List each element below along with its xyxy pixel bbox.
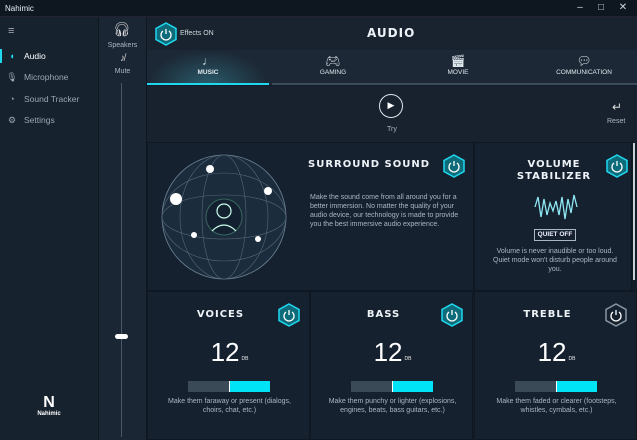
eq-slider-fill (556, 381, 597, 392)
active-tab-indicator (147, 83, 269, 85)
reset-icon[interactable]: ↵ (612, 100, 623, 114)
nahimic-logo: N Nahimic (37, 394, 61, 418)
volume-column: 🎧︎ Speakers ♪̸ Mute (98, 17, 147, 440)
eq-panel-2: TREBLE 12 DB Make them faded or clearer … (474, 291, 637, 440)
sidebar-item-sound-tracker[interactable]: ◔ Sound Tracker (0, 89, 98, 109)
eq-slider-fill (392, 381, 433, 392)
device-label: Speakers (107, 42, 138, 49)
try-label: Try (387, 126, 397, 133)
eq-description: Make them faraway or present (dialogs, c… (168, 398, 291, 414)
mute-label: Mute (114, 68, 131, 75)
gear-icon: ⚙ (7, 115, 17, 125)
tab-bar: ♩ MUSIC 🎮︎ GAMING 🎬︎ MOVIE 💬︎ COMMUNICATION (147, 50, 637, 85)
sidebar-item-settings[interactable]: ⚙ Settings (0, 110, 98, 130)
window-title: Nahimic (5, 4, 34, 13)
stabilizer-description: Volume is never inaudible or too loud. Q… (493, 248, 617, 273)
speaker-icon: ◖ (9, 51, 15, 61)
microphone-icon: 🎙︎ (6, 72, 18, 82)
eq-value-row: 12 DB (311, 336, 474, 366)
tab-gaming[interactable]: 🎮︎ GAMING (272, 50, 394, 85)
hamburger-menu-icon[interactable]: ≡ (8, 25, 15, 37)
radar-icon: ◔ (9, 94, 15, 104)
effects-power-icon[interactable] (155, 22, 177, 46)
eq-title: VOICES (196, 309, 245, 320)
eq-description: Make them punchy or lighter (explosions,… (328, 398, 457, 414)
clapperboard-icon: 🎬︎ (450, 54, 466, 68)
sidebar-item-microphone[interactable]: 🎙︎ Microphone (0, 67, 98, 87)
sidebar-item-label: Audio (24, 51, 46, 61)
eq-value-row: 12 DB (475, 336, 637, 366)
sidebar-item-audio[interactable]: ◖ Audio (0, 46, 98, 66)
tab-music[interactable]: ♩ MUSIC (147, 50, 269, 85)
eq-power-toggle[interactable] (441, 303, 463, 327)
sidebar: ≡ ◖ Audio 🎙︎ Microphone ◔ Sound Tracker ⚙ Se… (0, 17, 98, 440)
surround-description: Make the sound come from all around you … (310, 194, 459, 228)
header: Effects ON AUDIO (147, 17, 637, 50)
waveform-icon (534, 194, 578, 220)
gamepad-icon: 🎮︎ (325, 54, 341, 68)
sidebar-item-label: Microphone (24, 72, 69, 82)
eq-unit: DB (404, 356, 412, 362)
volume-slider-handle[interactable] (115, 333, 128, 339)
eq-value: 12 (537, 337, 567, 367)
chat-bubbles-icon: 💬︎ (576, 54, 592, 68)
eq-slider[interactable] (515, 381, 597, 392)
eq-value: 12 (373, 337, 403, 367)
eq-slider-fill (229, 381, 270, 392)
title-bar: Nahimic – □ ✕ (0, 0, 637, 17)
page-title: AUDIO (367, 26, 416, 40)
eq-power-toggle[interactable] (278, 303, 300, 327)
effects-label: Effects ON (180, 30, 214, 37)
maximize-button[interactable]: □ (597, 2, 605, 13)
surround-sound-panel: SURROUND SOUND Make the sound come from … (147, 142, 474, 291)
mute-icon[interactable]: ♪̸ (120, 53, 125, 64)
quiet-mode-button[interactable]: QUIET OFF (534, 229, 576, 241)
eq-value-row: 12 DB (148, 336, 311, 366)
eq-title: TREBLE (523, 309, 572, 320)
volume-stabilizer-panel: VOLUME STABILIZER QUIET OFF Volume is nev… (474, 142, 632, 291)
eq-unit: DB (568, 356, 576, 362)
play-try-button[interactable]: ▶ (379, 94, 403, 118)
eq-slider[interactable] (188, 381, 270, 392)
volume-slider-track[interactable] (121, 83, 122, 437)
stabilizer-power-toggle[interactable] (606, 154, 628, 178)
minimize-button[interactable]: – (577, 2, 583, 13)
music-note-icon: ♩ (202, 54, 214, 68)
stabilizer-title: VOLUME STABILIZER (516, 159, 592, 182)
sidebar-item-label: Settings (24, 115, 55, 125)
close-button[interactable]: ✕ (618, 2, 628, 13)
surround-power-toggle[interactable] (443, 154, 465, 178)
try-row: ▶ Try ↵ Reset (147, 86, 637, 142)
eq-power-toggle[interactable] (605, 303, 627, 327)
reset-label[interactable]: Reset (607, 118, 626, 125)
eq-title: BASS (366, 309, 401, 320)
eq-unit: DB (241, 356, 249, 362)
surround-sphere-illustration (161, 154, 287, 280)
scrollbar[interactable] (633, 143, 635, 280)
tab-movie[interactable]: 🎬︎ MOVIE (397, 50, 519, 85)
eq-panel-1: BASS 12 DB Make them punchy or lighter (… (310, 291, 473, 440)
tab-communication[interactable]: 💬︎ COMMUNICATION (523, 50, 637, 85)
eq-description: Make them faded or clearer (footsteps, w… (496, 398, 617, 414)
eq-slider[interactable] (351, 381, 433, 392)
eq-value: 12 (210, 337, 240, 367)
eq-panel-0: VOICES 12 DB Make them faraway or presen… (147, 291, 310, 440)
sidebar-item-label: Sound Tracker (24, 94, 80, 104)
surround-title: SURROUND SOUND (308, 159, 430, 170)
headphones-icon[interactable]: 🎧︎ (113, 21, 131, 37)
